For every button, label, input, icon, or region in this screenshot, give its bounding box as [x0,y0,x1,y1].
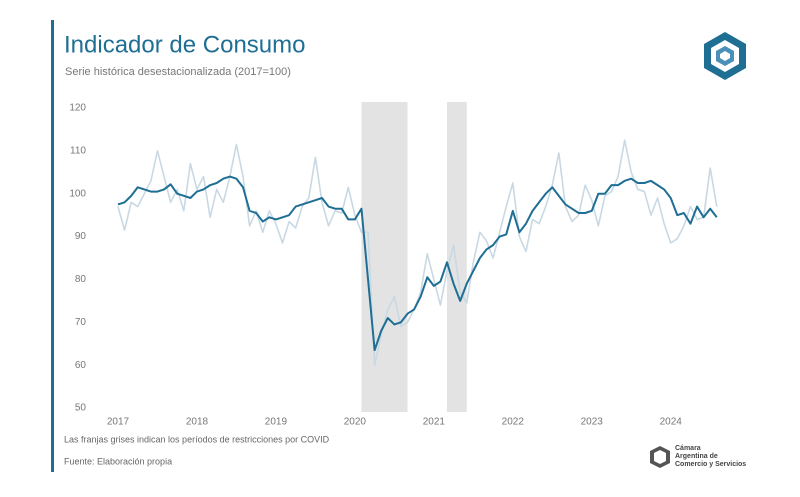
x-tick-label: 2023 [581,417,604,428]
x-tick-label: 2018 [186,417,209,428]
footnote: Fuente: Elaboración propia [64,456,172,466]
series-line [117,175,718,352]
accent-bar [51,20,54,472]
y-tick-label: 60 [75,360,87,371]
y-tick-label: 80 [75,274,87,285]
x-tick-label: 2024 [660,417,683,428]
y-tick-label: 100 [69,188,86,199]
logo-text: Argentina de [675,453,718,460]
x-tick-label: 2017 [107,417,130,428]
logo-text: Comercio y Servicios [675,461,746,468]
x-tick-label: 2019 [265,417,288,428]
y-tick-label: 90 [75,231,87,242]
y-tick-label: 110 [70,145,86,156]
y-tick-label: 120 [69,103,86,114]
covid-band [361,102,408,412]
x-tick-label: 2020 [344,417,367,428]
y-tick-label: 70 [75,317,87,328]
chart-title: Indicador de Consumo [64,31,305,58]
covid-band [447,102,467,412]
footer-logo: Cámara Argentina de Comercio y Servicios [650,445,746,468]
x-tick-label: 2022 [502,417,525,428]
footnote: Las franjas grises indican los períodos … [64,434,330,444]
x-tick-label: 2021 [423,417,446,428]
logo-text: Cámara [675,445,701,452]
y-tick-label: 50 [75,403,87,414]
chart-subtitle: Serie histórica desestacionalizada (2017… [65,66,291,78]
logo [704,32,746,80]
